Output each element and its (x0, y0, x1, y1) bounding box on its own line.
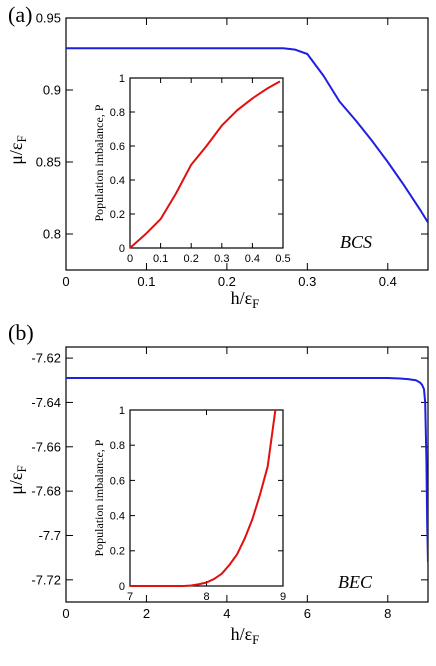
inset-ytick-label: 0.8 (110, 440, 125, 452)
inset-ylabel: Population imbalance, P (92, 104, 106, 221)
inset-series-line (129, 80, 281, 249)
inset-xtick-label: 0.5 (275, 253, 290, 265)
main-ytick-label: 0.9 (43, 83, 61, 98)
main-series-line (66, 377, 428, 563)
y-axis-label: μ/εF (6, 135, 29, 164)
inset-ylabel: Population imbalance, P (92, 439, 106, 556)
y-axis-label-sub: F (14, 135, 29, 142)
inset-ytick-label: 0.8 (110, 107, 125, 119)
x-axis-label-sub: F (252, 296, 259, 311)
main-ytick-label: -7.62 (31, 351, 61, 366)
main-xtick-label: 0.3 (298, 274, 316, 289)
panel-a: 0 0.1 0.2 0.3 0.4 0.8 0.85 0.9 0.95 0 0.1 0.2 0.3 0.4… (6, 2, 429, 311)
inset-axes: 7 8 9 0 0.2 0.4 0.6 0.8 1 Population imbalance, P (92, 405, 286, 603)
inset-ytick-label: 0 (119, 581, 125, 593)
main-ytick-label: -7.64 (31, 395, 61, 410)
y-axis-label-main: μ/ε (6, 142, 26, 165)
main-xtick-label: 0.2 (218, 274, 236, 289)
main-ytick-label: 0.95 (36, 11, 61, 26)
main-series-line (66, 47, 428, 224)
inset-xtick-label: 9 (280, 591, 286, 603)
main-ytick-label: -7.7 (39, 528, 61, 543)
annotation: BCS (340, 232, 372, 252)
inset-ytick-label: 0.4 (110, 510, 125, 522)
main-ytick-label: -7.72 (31, 572, 61, 587)
main-ytick-label: -7.66 (31, 439, 61, 454)
inset-ytick-label: 1 (119, 73, 125, 85)
inset-ytick-label: 0.4 (110, 175, 125, 187)
inset-xtick-label: 0.1 (153, 253, 168, 265)
inset-xtick-label: 0.3 (214, 253, 229, 265)
x-axis-label: h/εF (231, 288, 260, 311)
inset-ytick-label: 0.2 (110, 546, 125, 558)
inset-ytick-label: 0.6 (110, 475, 125, 487)
main-xtick-label: 0 (62, 606, 69, 621)
panel-label: (a) (8, 2, 32, 27)
inset-ytick-label: 1 (119, 405, 125, 417)
inset-xtick-label: 8 (203, 591, 209, 603)
main-ytick-label: 0.85 (36, 155, 61, 170)
x-axis-label-sub: F (252, 632, 259, 647)
inset-xtick-label: 0.4 (245, 253, 260, 265)
inset-xtick-label: 0 (127, 253, 133, 265)
main-xtick-label: 6 (304, 606, 311, 621)
y-axis-label-sub: F (14, 465, 29, 472)
main-ytick-label: 0.8 (43, 227, 61, 242)
panel-label: (b) (8, 320, 34, 345)
inset-ytick-label: 0.6 (110, 141, 125, 153)
inset-xtick-label: 7 (127, 591, 133, 603)
x-axis-label: h/εF (231, 624, 260, 647)
main-xtick-label: 0.1 (137, 274, 155, 289)
inset-xtick-label: 0.2 (184, 253, 199, 265)
inset-ytick-label: 0 (119, 243, 125, 255)
main-xtick-label: 2 (143, 606, 150, 621)
y-axis-label: μ/εF (6, 465, 29, 494)
panel-b: 0 2 4 6 8 -7.62 -7.64 -7.66 -7.68 -7.7 -7.72 7 8 9 0 0.… (6, 320, 429, 647)
main-xtick-label: 8 (384, 606, 391, 621)
annotation: BEC (338, 572, 373, 592)
inset-axes: 0 0.1 0.2 0.3 0.4 0.5 0 0.2 0.4 0.6 0.8 1 Population… (92, 73, 291, 265)
inset-frame (129, 409, 284, 587)
inset-ytick-label: 0.2 (110, 209, 125, 221)
main-xtick-label: 0 (62, 274, 69, 289)
x-axis-label-main: h/ε (231, 288, 253, 308)
main-ytick-label: -7.68 (31, 484, 61, 499)
inset-frame (129, 77, 284, 249)
inset-series-line (130, 409, 277, 587)
y-axis-label-main: μ/ε (6, 472, 26, 495)
main-xtick-label: 0.4 (379, 274, 397, 289)
x-axis-label-main: h/ε (231, 624, 253, 644)
main-xtick-label: 4 (223, 606, 230, 621)
